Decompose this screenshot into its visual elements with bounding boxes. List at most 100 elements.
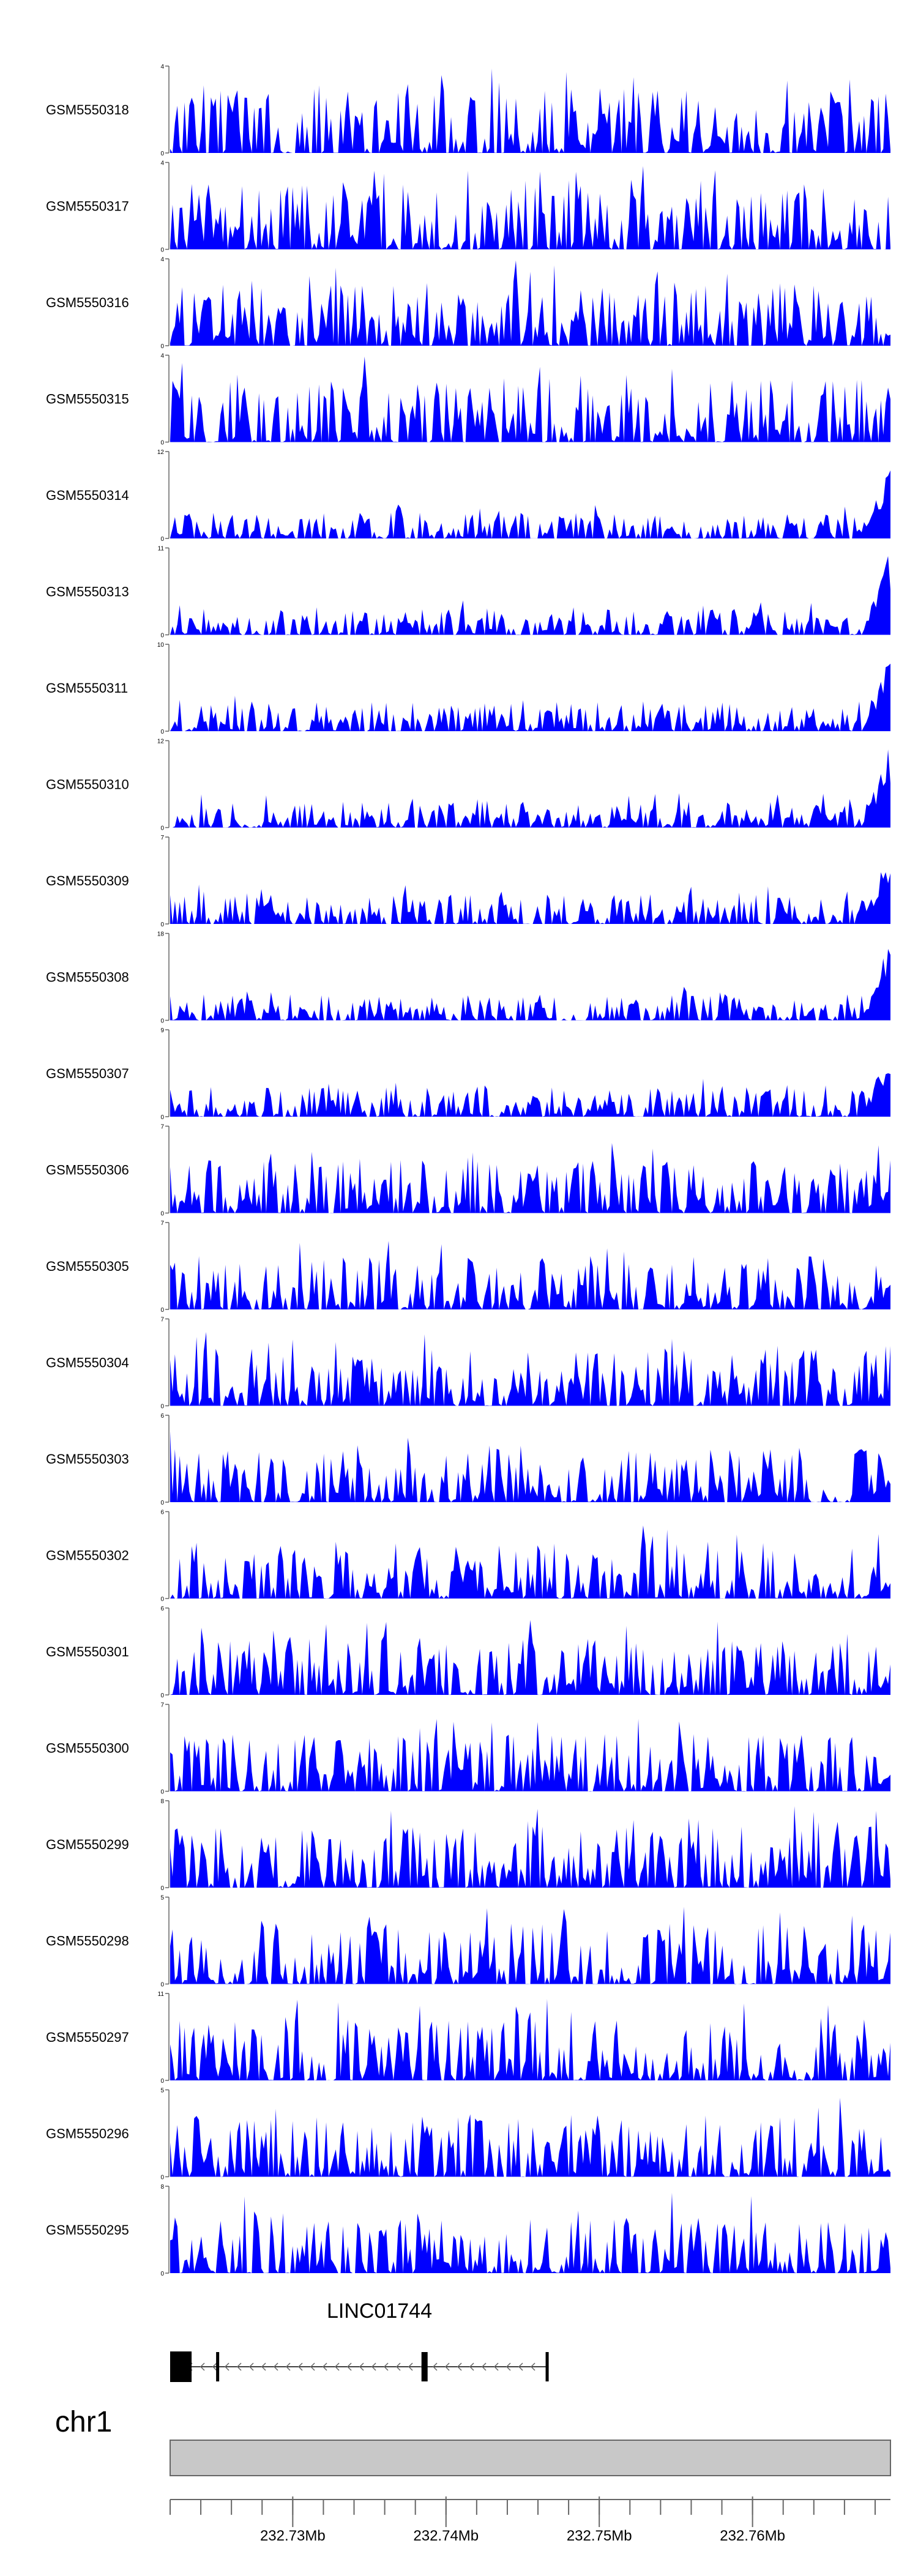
y-axis-tick-label: 0: [160, 536, 164, 543]
strand-arrow-icon: [469, 2362, 474, 2371]
chromosome-axis-track: chr1 232.73Mb 232.74Mb 232.75Mb 232.76Mb: [55, 2406, 891, 2544]
gene-track: LINC01744: [170, 2299, 549, 2382]
y-axis-tick-label: 0: [160, 1692, 164, 1699]
track-label: GSM5550304: [46, 1355, 129, 1371]
y-axis-tick-label: 7: [160, 1220, 164, 1227]
strand-arrow-icon: [518, 2362, 523, 2371]
strand-arrow-icon: [297, 2362, 303, 2371]
gene-exon: [421, 2352, 428, 2381]
y-axis-tick-label: 0: [160, 247, 164, 254]
coverage-track: GSM5550303 6 0: [46, 1413, 890, 1506]
genome-axis-tick-label: 232.73Mb: [260, 2528, 326, 2544]
coverage-area: [170, 1998, 890, 2080]
genome-axis-tick-label: 232.75Mb: [567, 2528, 632, 2544]
strand-arrow-icon: [310, 2362, 315, 2371]
track-label: GSM5550315: [46, 392, 129, 407]
coverage-track: GSM5550301 6 0: [46, 1606, 890, 1699]
track-label: GSM5550300: [46, 1741, 129, 1756]
coverage-area: [170, 1907, 890, 1984]
y-axis-tick-label: 12: [157, 739, 165, 745]
track-label: GSM5550298: [46, 1934, 129, 1949]
coverage-track: GSM5550304 7 0: [46, 1317, 890, 1410]
y-axis-tick-label: 0: [160, 1789, 164, 1796]
y-axis-tick-label: 0: [160, 2078, 164, 2085]
y-axis-tick-label: 4: [160, 256, 164, 263]
coverage-area: [170, 2192, 890, 2273]
coverage-area: [170, 1719, 890, 1792]
strand-arrow-icon: [334, 2362, 340, 2371]
track-label: GSM5550305: [46, 1259, 129, 1274]
coverage-area: [170, 2098, 890, 2177]
track-label: GSM5550307: [46, 1066, 129, 1081]
track-label: GSM5550302: [46, 1548, 129, 1563]
track-label: GSM5550314: [46, 488, 129, 503]
coverage-area: [170, 1240, 890, 1309]
strand-arrow-icon: [395, 2362, 401, 2371]
coverage-area: [170, 356, 890, 442]
coverage-track: GSM5550311 10 0: [46, 642, 890, 735]
track-label: GSM5550311: [46, 680, 128, 696]
track-label: GSM5550301: [46, 1644, 129, 1659]
coverage-tracks: GSM555031840GSM555031740GSM555031640GSM5…: [46, 64, 890, 2277]
y-axis-tick-label: 0: [160, 921, 164, 928]
coverage-track: GSM5550300 7 0: [46, 1702, 890, 1796]
coverage-track: GSM5550308 18 0: [46, 931, 890, 1025]
strand-arrow-icon: [481, 2362, 487, 2371]
y-axis-tick-label: 5: [160, 1895, 164, 1902]
strand-arrow-icon: [530, 2362, 536, 2371]
y-axis-tick-label: 0: [160, 1982, 164, 1989]
strand-arrow-icon: [408, 2362, 413, 2371]
strand-arrow-icon: [371, 2362, 376, 2371]
y-axis-tick-label: 0: [160, 1211, 164, 1218]
track-label: GSM5550303: [46, 1451, 129, 1467]
coverage-area: [170, 470, 890, 538]
y-axis-tick-label: 8: [160, 1798, 164, 1805]
coverage-area: [170, 68, 890, 154]
chromosome-label: chr1: [55, 2406, 112, 2438]
y-axis-tick-label: 0: [160, 729, 164, 735]
coverage-area: [170, 1806, 890, 1888]
strand-arrow-icon: [359, 2362, 364, 2371]
track-label: GSM5550310: [46, 777, 129, 792]
y-axis-tick-label: 7: [160, 835, 164, 841]
y-axis-tick-label: 4: [160, 64, 164, 70]
gene-exon: [170, 2351, 192, 2382]
y-axis-tick-label: 11: [158, 546, 165, 553]
y-axis-tick-label: 8: [160, 2184, 164, 2191]
strand-arrow-icon: [383, 2362, 389, 2371]
coverage-area: [170, 260, 890, 346]
coverage-area: [170, 948, 890, 1021]
strand-arrow-icon: [236, 2362, 242, 2371]
y-axis-tick-label: 0: [160, 2175, 164, 2181]
track-label: GSM5550309: [46, 873, 129, 888]
strand-arrow-icon: [285, 2362, 291, 2371]
coverage-track: GSM5550297 11 0: [46, 1991, 890, 2085]
coverage-area: [170, 1431, 890, 1502]
coverage-area: [170, 1331, 890, 1406]
coverage-area: [170, 749, 890, 828]
track-label: GSM5550297: [46, 2030, 129, 2045]
y-axis-tick-label: 4: [160, 353, 164, 360]
coverage-area: [170, 872, 890, 924]
track-label: GSM5550318: [46, 102, 129, 117]
y-axis-tick-label: 0: [160, 1018, 164, 1025]
y-axis-tick-label: 0: [160, 1885, 164, 1892]
track-label: GSM5550317: [46, 199, 129, 214]
coverage-track: GSM5550316 4 0: [46, 256, 890, 350]
strand-arrow-icon: [224, 2362, 230, 2371]
coverage-track: GSM5550313 11 0: [46, 546, 890, 639]
coverage-track: GSM5550310 12 0: [46, 739, 890, 832]
y-axis-tick-label: 0: [160, 1114, 164, 1121]
strand-arrow-icon: [506, 2362, 511, 2371]
gene-exon: [216, 2352, 220, 2381]
strand-arrow-icon: [346, 2362, 352, 2371]
coverage-track: GSM5550317 4 0: [46, 160, 890, 254]
strand-arrow-icon: [493, 2362, 499, 2371]
coverage-area: [170, 1073, 890, 1117]
gene-name-label: LINC01744: [327, 2299, 432, 2323]
strand-arrow-icon: [200, 2362, 205, 2371]
coverage-track: GSM5550315 4 0: [46, 353, 890, 447]
strand-arrow-icon: [322, 2362, 327, 2371]
y-axis-tick-label: 11: [158, 1991, 165, 1998]
